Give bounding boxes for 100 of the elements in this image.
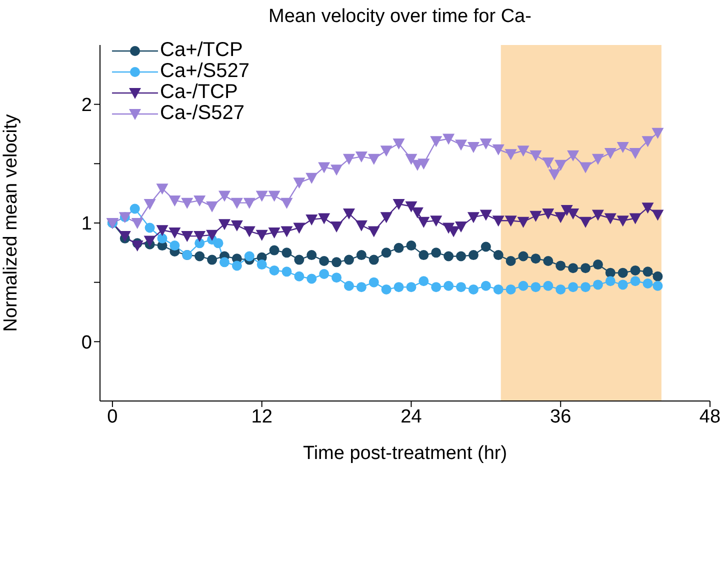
point bbox=[319, 256, 330, 266]
point bbox=[268, 227, 280, 238]
point bbox=[156, 225, 168, 236]
point bbox=[604, 213, 616, 224]
point bbox=[256, 260, 267, 270]
point bbox=[630, 265, 640, 276]
point bbox=[207, 254, 218, 265]
point bbox=[605, 276, 616, 286]
point bbox=[380, 212, 392, 224]
point bbox=[616, 216, 629, 227]
x-tick-label: 48 bbox=[699, 406, 721, 428]
point bbox=[455, 140, 468, 151]
point bbox=[342, 154, 355, 165]
point bbox=[194, 231, 206, 242]
point bbox=[629, 213, 642, 224]
point bbox=[356, 282, 366, 292]
point bbox=[394, 242, 404, 253]
legend-label: Ca+/TCP bbox=[160, 39, 243, 61]
point bbox=[530, 210, 542, 222]
point bbox=[493, 284, 504, 294]
point bbox=[542, 157, 554, 168]
point bbox=[431, 282, 442, 292]
point bbox=[548, 169, 560, 180]
point bbox=[306, 274, 317, 284]
point bbox=[330, 164, 343, 176]
point bbox=[194, 251, 205, 262]
point bbox=[530, 254, 541, 264]
point bbox=[368, 226, 380, 238]
point bbox=[652, 128, 664, 139]
point bbox=[568, 282, 578, 292]
point bbox=[506, 256, 516, 266]
point bbox=[504, 149, 517, 160]
point bbox=[243, 198, 256, 209]
point bbox=[567, 150, 580, 162]
point bbox=[467, 212, 480, 224]
point bbox=[480, 138, 492, 150]
point bbox=[556, 284, 566, 294]
point bbox=[442, 134, 455, 145]
point bbox=[542, 208, 554, 220]
point bbox=[530, 282, 541, 292]
point bbox=[156, 184, 168, 195]
point bbox=[230, 220, 243, 232]
point bbox=[381, 284, 392, 294]
point bbox=[306, 250, 317, 260]
point bbox=[652, 210, 664, 221]
legend-label: Ca-/S527 bbox=[160, 102, 244, 124]
point bbox=[518, 280, 528, 291]
point bbox=[506, 284, 516, 294]
point bbox=[543, 280, 554, 291]
point bbox=[355, 152, 368, 163]
point bbox=[218, 219, 230, 230]
point bbox=[405, 201, 418, 212]
point bbox=[144, 199, 156, 210]
point bbox=[157, 233, 168, 244]
point bbox=[480, 210, 492, 221]
point bbox=[405, 154, 418, 165]
point bbox=[282, 266, 292, 277]
point bbox=[642, 278, 653, 289]
point bbox=[318, 213, 330, 224]
point bbox=[181, 231, 194, 242]
point bbox=[556, 260, 566, 271]
point bbox=[380, 146, 392, 157]
point bbox=[318, 162, 330, 174]
point bbox=[406, 240, 416, 251]
point bbox=[170, 240, 180, 251]
point bbox=[517, 146, 530, 157]
point bbox=[381, 248, 392, 258]
point bbox=[467, 142, 480, 154]
point bbox=[232, 260, 242, 271]
point bbox=[468, 284, 478, 294]
point bbox=[418, 216, 430, 228]
point bbox=[330, 222, 343, 233]
point bbox=[492, 144, 504, 156]
point bbox=[144, 236, 156, 247]
point bbox=[144, 222, 155, 233]
point bbox=[530, 150, 542, 162]
y-tick-label: 0 bbox=[81, 332, 92, 354]
point bbox=[319, 269, 330, 280]
point bbox=[418, 250, 429, 260]
point bbox=[392, 138, 405, 150]
point bbox=[355, 220, 368, 232]
point bbox=[492, 216, 504, 227]
point bbox=[605, 268, 616, 278]
point bbox=[269, 265, 280, 276]
x-tick-label: 36 bbox=[550, 406, 572, 428]
point bbox=[368, 277, 379, 288]
point bbox=[206, 201, 218, 212]
point bbox=[642, 266, 653, 277]
point bbox=[480, 280, 491, 291]
point bbox=[468, 250, 478, 260]
legend-label: Ca-/TCP bbox=[160, 81, 238, 103]
point bbox=[580, 216, 592, 228]
point bbox=[344, 280, 354, 291]
point bbox=[293, 222, 306, 234]
point bbox=[592, 210, 604, 221]
point bbox=[243, 226, 256, 238]
point bbox=[616, 142, 629, 154]
point bbox=[356, 250, 366, 260]
point bbox=[580, 162, 592, 174]
point bbox=[418, 276, 429, 286]
